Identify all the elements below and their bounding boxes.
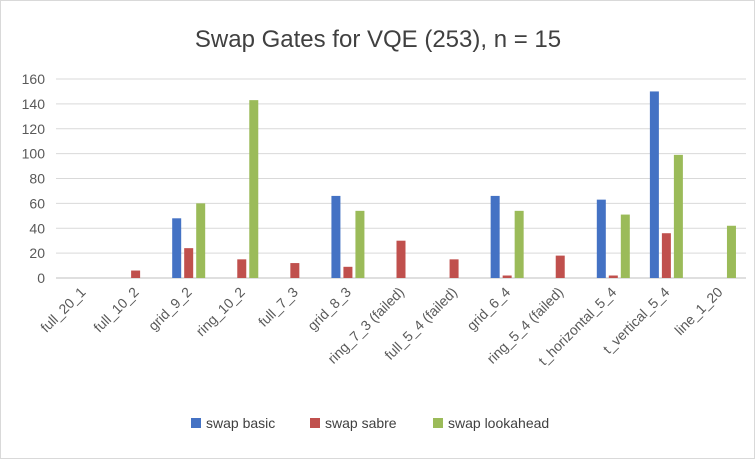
bar-swap-lookahead-12 — [726, 225, 736, 278]
bar-swap-sabre-6 — [396, 240, 406, 278]
y-tick-label: 80 — [29, 171, 45, 187]
chart-title: Swap Gates for VQE (253), n = 15 — [195, 26, 561, 53]
bar-swap-lookahead-5 — [355, 210, 365, 278]
bar-swap-basic-2 — [172, 218, 182, 278]
legend-swatch — [191, 418, 201, 428]
bar-swap-sabre-3 — [237, 259, 247, 278]
legend-label: swap lookahead — [448, 415, 549, 431]
x-tick-label: grid_9_2 — [145, 284, 195, 334]
bar-swap-lookahead-11 — [673, 154, 683, 278]
bar-swap-sabre-9 — [555, 255, 565, 278]
y-tick-label: 20 — [29, 245, 45, 261]
bar-swap-sabre-2 — [184, 248, 194, 278]
legend-swatch — [433, 418, 443, 428]
bar-swap-basic-5 — [331, 195, 341, 278]
x-tick-label: grid_6_4 — [463, 284, 513, 334]
bars — [131, 91, 736, 278]
y-tick-label: 40 — [29, 220, 45, 236]
legend-swatch — [310, 418, 320, 428]
y-tick-label: 160 — [22, 71, 46, 87]
x-tick-label: line_1_20 — [671, 284, 725, 338]
bar-swap-lookahead-8 — [514, 210, 524, 278]
y-tick-label: 100 — [22, 146, 46, 162]
legend-label: swap sabre — [325, 415, 397, 431]
bar-swap-sabre-1 — [131, 270, 141, 278]
gridlines — [56, 78, 746, 279]
bar-swap-lookahead-3 — [249, 100, 259, 278]
y-axis-tick-labels: 0 20 40 60 80 100 120 140 160 — [22, 71, 46, 286]
bar-swap-sabre-8 — [502, 275, 512, 278]
bar-swap-sabre-10 — [608, 275, 618, 278]
bar-swap-lookahead-10 — [620, 214, 630, 278]
bar-swap-lookahead-2 — [196, 203, 206, 278]
x-tick-label: full_20_1 — [37, 284, 89, 336]
bar-swap-basic-10 — [596, 199, 606, 278]
y-tick-label: 60 — [29, 195, 45, 211]
x-tick-label: full_10_2 — [90, 284, 142, 336]
legend: swap basic swap sabre swap lookahead — [191, 415, 549, 431]
x-tick-label: full_7_3 — [255, 284, 301, 330]
bar-swap-sabre-7 — [449, 259, 459, 278]
y-tick-label: 0 — [37, 270, 45, 286]
bar-swap-basic-11 — [649, 91, 659, 278]
bar-swap-sabre-5 — [343, 266, 353, 278]
bar-swap-sabre-4 — [290, 263, 300, 278]
y-tick-label: 120 — [22, 121, 46, 137]
x-tick-label: grid_8_3 — [304, 284, 354, 334]
y-tick-label: 140 — [22, 96, 46, 112]
bar-swap-basic-8 — [490, 195, 500, 278]
legend-label: swap basic — [206, 415, 275, 431]
x-tick-label: ring_10_2 — [193, 284, 249, 340]
bar-swap-sabre-11 — [661, 233, 671, 278]
